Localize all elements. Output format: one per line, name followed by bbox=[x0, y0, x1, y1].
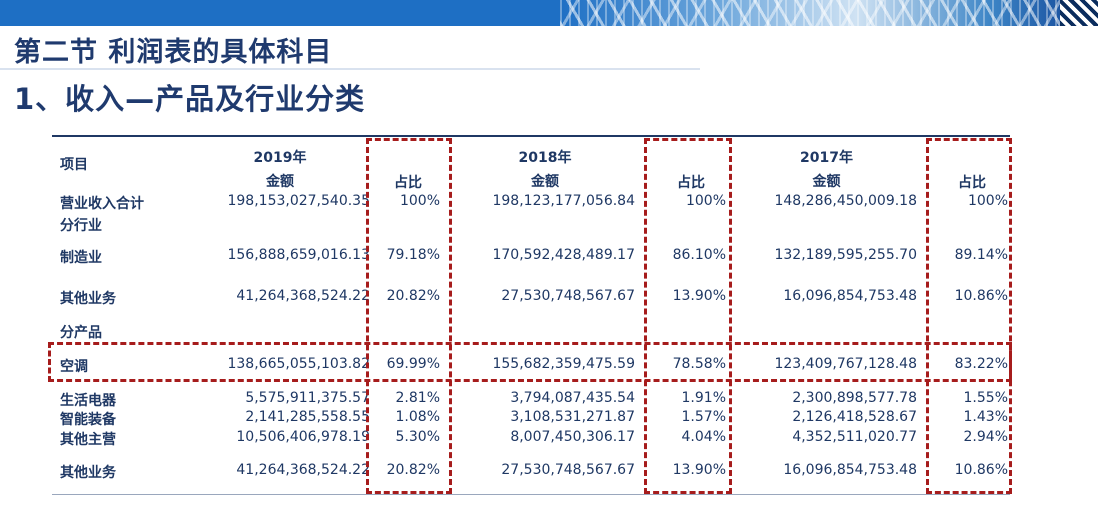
banner-corner-image bbox=[1060, 0, 1098, 26]
amount-2017: 4,352,511,020.77 bbox=[792, 429, 917, 445]
ratio-2019: 69.99% bbox=[386, 356, 440, 372]
ratio-2017: 100% bbox=[967, 193, 1008, 209]
ratio-2019: 2.81% bbox=[395, 390, 440, 406]
row-label: 智能装备 bbox=[60, 412, 116, 428]
amount-header-2018: 金额 bbox=[531, 174, 559, 190]
year-header-2018: 2018年 bbox=[518, 150, 572, 166]
row-label: 空调 bbox=[60, 359, 88, 375]
ratio-2019: 1.08% bbox=[395, 409, 440, 425]
amount-header-2019: 金额 bbox=[266, 174, 294, 190]
amount-2019: 10,506,406,978.19 bbox=[236, 429, 370, 445]
ratio-2018: 4.04% bbox=[681, 429, 726, 445]
ratio-header-2017: 占比 bbox=[958, 175, 986, 191]
amount-2018: 155,682,359,475.59 bbox=[492, 356, 635, 372]
ratio-2018: 1.91% bbox=[681, 390, 726, 406]
amount-2017: 16,096,854,753.48 bbox=[783, 462, 917, 478]
amount-2018: 170,592,428,489.17 bbox=[492, 247, 635, 263]
highlight-ratio-2017 bbox=[926, 138, 1012, 494]
section-label-industry: 分行业 bbox=[60, 218, 102, 234]
amount-2017: 123,409,767,128.48 bbox=[774, 356, 917, 372]
amount-2019: 198,153,027,540.35 bbox=[227, 193, 370, 209]
ratio-2017: 1.55% bbox=[963, 390, 1008, 406]
row-label: 其他业务 bbox=[60, 465, 116, 481]
ratio-2017: 10.86% bbox=[954, 288, 1008, 304]
ratio-2017: 89.14% bbox=[954, 247, 1008, 263]
ratio-2019: 5.30% bbox=[395, 429, 440, 445]
title-divider bbox=[0, 68, 700, 70]
table-top-rule bbox=[52, 135, 1010, 137]
amount-2018: 27,530,748,567.67 bbox=[501, 288, 635, 304]
ratio-2019: 100% bbox=[399, 193, 440, 209]
ratio-header-2019: 占比 bbox=[394, 175, 422, 191]
section-label-product: 分产品 bbox=[60, 325, 102, 341]
ratio-2018: 1.57% bbox=[681, 409, 726, 425]
year-header-2019: 2019年 bbox=[253, 150, 307, 166]
year-header-2017: 2017年 bbox=[800, 150, 853, 166]
amount-2018: 198,123,177,056.84 bbox=[492, 193, 635, 209]
amount-2019: 138,665,055,103.82 bbox=[227, 356, 370, 372]
amount-2019: 2,141,285,558.55 bbox=[245, 409, 370, 425]
ratio-2017: 1.43% bbox=[963, 409, 1008, 425]
amount-2017: 2,126,418,528.67 bbox=[792, 409, 917, 425]
ratio-2018: 13.90% bbox=[672, 462, 726, 478]
row-label: 制造业 bbox=[60, 250, 102, 266]
slide-subtitle: 1、收入—产品及行业分类 bbox=[14, 82, 366, 116]
ratio-2018: 86.10% bbox=[672, 247, 726, 263]
amount-2019: 41,264,368,524.22 bbox=[236, 288, 370, 304]
ratio-2019: 79.18% bbox=[386, 247, 440, 263]
item-header: 项目 bbox=[60, 157, 88, 173]
amount-2017: 132,189,595,255.70 bbox=[774, 247, 917, 263]
amount-header-2017: 金额 bbox=[812, 174, 841, 190]
row-label: 营业收入合计 bbox=[60, 196, 144, 212]
amount-2018: 27,530,748,567.67 bbox=[501, 462, 635, 478]
ratio-2018: 100% bbox=[685, 193, 726, 209]
ratio-2017: 10.86% bbox=[954, 462, 1008, 478]
banner-building-image bbox=[560, 0, 1098, 26]
amount-2018: 3,794,087,435.54 bbox=[510, 390, 635, 406]
section-title: 第二节 利润表的具体科目 bbox=[14, 37, 333, 68]
ratio-2018: 13.90% bbox=[672, 288, 726, 304]
ratio-2017: 83.22% bbox=[954, 356, 1008, 372]
highlight-ratio-2019 bbox=[366, 138, 452, 494]
ratio-2017: 2.94% bbox=[963, 429, 1008, 445]
highlight-row-ac bbox=[48, 342, 1012, 382]
amount-2019: 156,888,659,016.13 bbox=[227, 247, 370, 263]
ratio-2019: 20.82% bbox=[386, 462, 440, 478]
table-bottom-rule bbox=[52, 494, 1010, 495]
amount-2017: 16,096,854,753.48 bbox=[783, 288, 917, 304]
row-label: 其他主营 bbox=[60, 432, 116, 448]
amount-2019: 41,264,368,524.22 bbox=[236, 462, 370, 478]
header-banner bbox=[0, 0, 1098, 26]
amount-2018: 3,108,531,271.87 bbox=[510, 409, 635, 425]
highlight-ratio-2018 bbox=[644, 138, 732, 494]
row-label: 生活电器 bbox=[60, 393, 116, 409]
ratio-header-2018: 占比 bbox=[677, 175, 705, 191]
ratio-2018: 78.58% bbox=[672, 356, 726, 372]
amount-2019: 5,575,911,375.57 bbox=[245, 390, 370, 406]
row-label: 其他业务 bbox=[60, 291, 116, 307]
ratio-2019: 20.82% bbox=[386, 288, 440, 304]
amount-2017: 148,286,450,009.18 bbox=[774, 193, 917, 209]
amount-2017: 2,300,898,577.78 bbox=[792, 390, 917, 406]
amount-2018: 8,007,450,306.17 bbox=[510, 429, 635, 445]
